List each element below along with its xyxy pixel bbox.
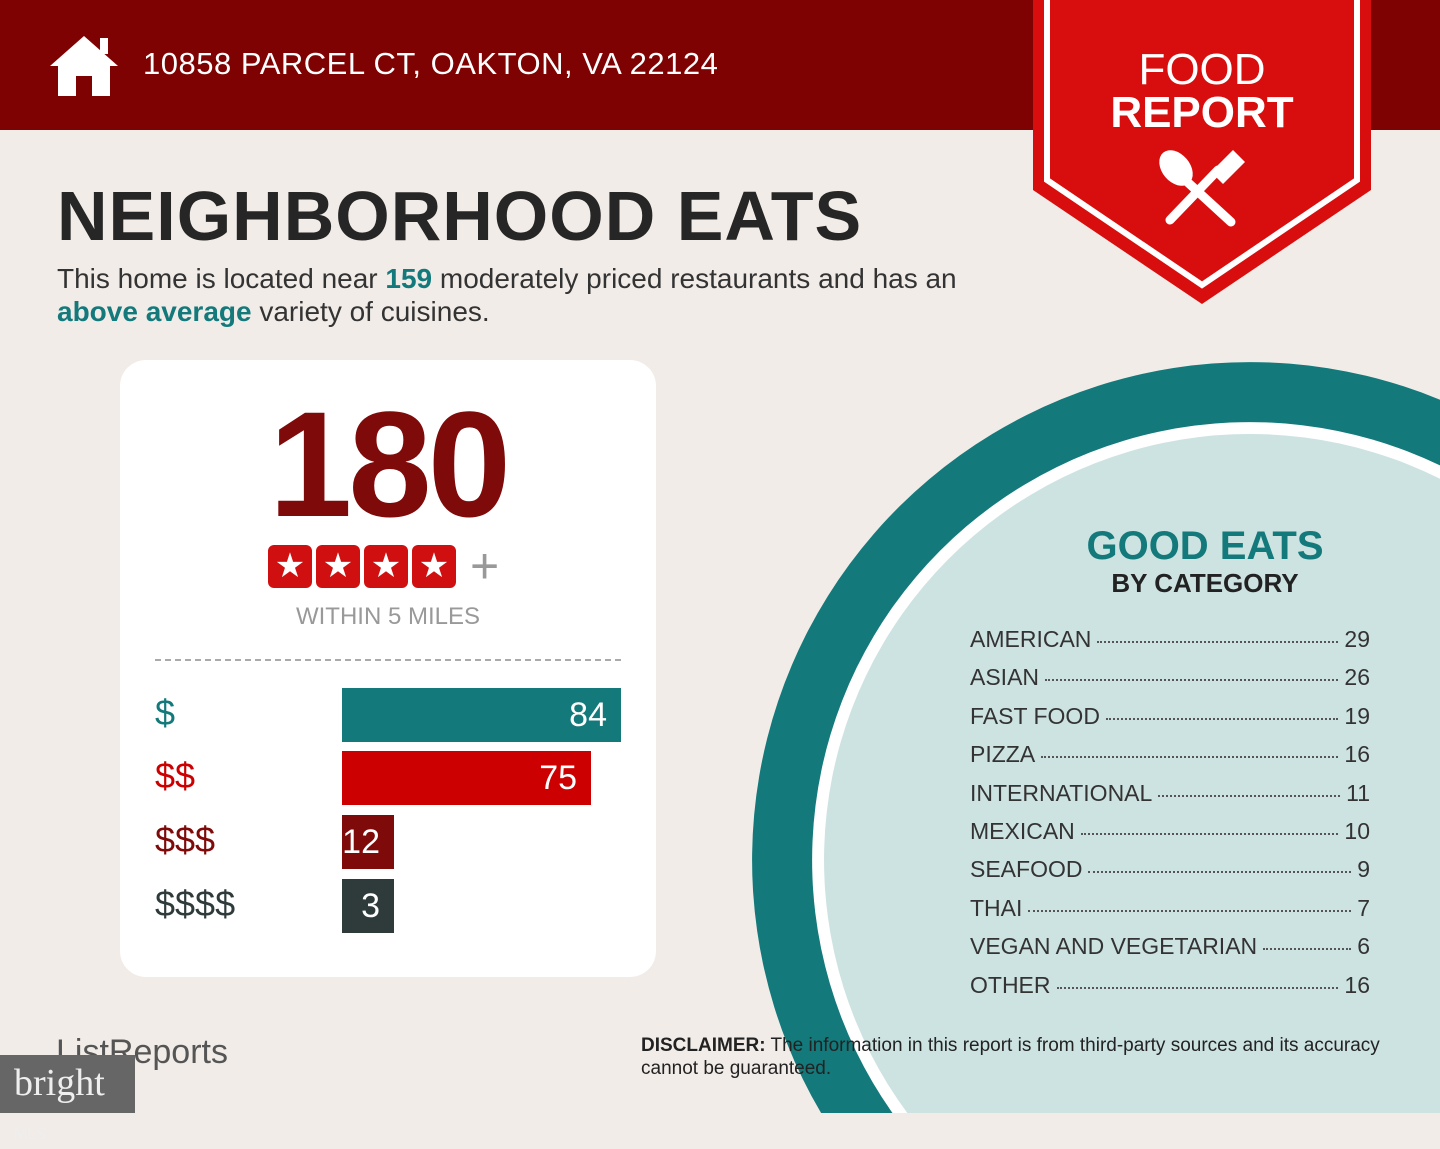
star-icon: ★ xyxy=(316,545,360,588)
price-level-label: $$ xyxy=(155,755,196,796)
category-name: ASIAN xyxy=(970,664,1040,691)
category-count: 10 xyxy=(1344,818,1370,844)
food-report-badge: FOOD REPORT xyxy=(1033,0,1371,304)
leader-dots xyxy=(1263,948,1352,951)
category-count: 19 xyxy=(1344,702,1370,729)
category-row: ASIAN 26 xyxy=(970,664,1370,691)
star-icon: ★ xyxy=(412,545,456,588)
badge-title-line1: FOOD xyxy=(1138,45,1265,94)
category-count: 16 xyxy=(1344,971,1370,998)
summary-text: This home is located near 159 moderately… xyxy=(57,262,1037,328)
divider xyxy=(155,659,621,661)
category-name: FAST FOOD xyxy=(970,702,1100,729)
disclaimer-text: The information in this report is from t… xyxy=(641,1035,1380,1079)
category-row: FAST FOOD 19 xyxy=(970,703,1370,730)
bright-mls-logo: bright MLS xyxy=(0,1055,135,1143)
price-level-bar: 12 xyxy=(342,815,394,869)
category-name: AMERICAN xyxy=(970,626,1092,652)
categories-title: GOOD EATS xyxy=(1086,524,1324,568)
category-name: INTERNATIONAL xyxy=(970,779,1153,806)
category-row: AMERICAN 29 xyxy=(970,626,1370,653)
price-level-bar: 75 xyxy=(342,751,592,805)
price-level-bar: 84 xyxy=(342,688,621,742)
summary-card xyxy=(120,360,656,977)
leader-dots xyxy=(1097,641,1339,643)
category-count: 6 xyxy=(1357,933,1370,960)
plus-sign: + xyxy=(470,538,500,594)
category-row: PIZZA 16 xyxy=(970,741,1370,768)
category-name: THAI xyxy=(970,894,1023,921)
category-count: 16 xyxy=(1344,741,1370,768)
leader-dots xyxy=(1158,794,1341,797)
mls-text: MLS xyxy=(14,1126,47,1143)
category-count: 26 xyxy=(1344,664,1370,691)
leader-dots xyxy=(1041,756,1339,759)
category-row: SEAFOOD 9 xyxy=(970,856,1370,883)
leader-dots xyxy=(1088,871,1352,874)
variety-rating: above average xyxy=(57,296,252,327)
category-row: INTERNATIONAL 11 xyxy=(970,780,1370,807)
price-level-label: $ xyxy=(155,692,176,733)
home-icon xyxy=(50,36,118,96)
property-address: 10858 PARCEL CT, OAKTON, VA 22124 xyxy=(143,46,719,81)
summary-part: variety of cuisines. xyxy=(251,296,490,327)
leader-dots xyxy=(1105,717,1339,720)
star-icon: ★ xyxy=(364,545,408,588)
page-title: NEIGHBORHOOD EATS xyxy=(57,177,863,255)
leader-dots xyxy=(1045,679,1339,682)
category-name: SEAFOOD xyxy=(970,856,1083,883)
price-level-label: $$$ xyxy=(155,819,216,860)
category-count: 29 xyxy=(1344,626,1370,652)
category-name: MEXICAN xyxy=(970,818,1075,844)
category-name: PIZZA xyxy=(970,741,1036,768)
categories-subtitle: BY CATEGORY xyxy=(1111,568,1299,598)
category-row: OTHER 16 xyxy=(970,972,1370,999)
category-row: VEGAN AND VEGETARIAN 6 xyxy=(970,933,1370,960)
price-level-label: $$$$ xyxy=(155,883,236,924)
leader-dots xyxy=(1056,986,1339,989)
category-count: 9 xyxy=(1357,856,1370,883)
leader-dots xyxy=(1080,833,1339,835)
star-rating: ★ ★ ★ ★ xyxy=(268,545,456,588)
category-circle-background xyxy=(752,362,1440,1113)
badge-title-line2: REPORT xyxy=(1110,88,1293,137)
star-icon: ★ xyxy=(268,545,312,588)
category-name: VEGAN AND VEGETARIAN xyxy=(970,933,1258,960)
disclaimer: DISCLAIMER: The information in this repo… xyxy=(641,1034,1401,1080)
category-name: OTHER xyxy=(970,971,1051,998)
restaurant-count: 159 xyxy=(385,263,433,294)
category-count: 7 xyxy=(1357,894,1370,921)
category-count: 11 xyxy=(1346,779,1370,806)
inner-fill xyxy=(824,434,1440,1113)
price-level-bar: 3 xyxy=(342,879,394,933)
leader-dots xyxy=(1028,909,1352,912)
radius-label: WITHIN 5 MILES xyxy=(295,603,481,630)
summary-part: moderately priced restaurants and has an xyxy=(432,263,957,294)
bright-text: bright xyxy=(14,1062,105,1104)
category-row: THAI 7 xyxy=(970,895,1370,922)
category-row: MEXICAN 10 xyxy=(970,818,1370,845)
total-restaurants: 180 xyxy=(268,380,511,548)
summary-part: This home is located near xyxy=(57,263,386,294)
utensils-icon xyxy=(1159,150,1245,227)
disclaimer-label: DISCLAIMER: xyxy=(641,1035,766,1056)
